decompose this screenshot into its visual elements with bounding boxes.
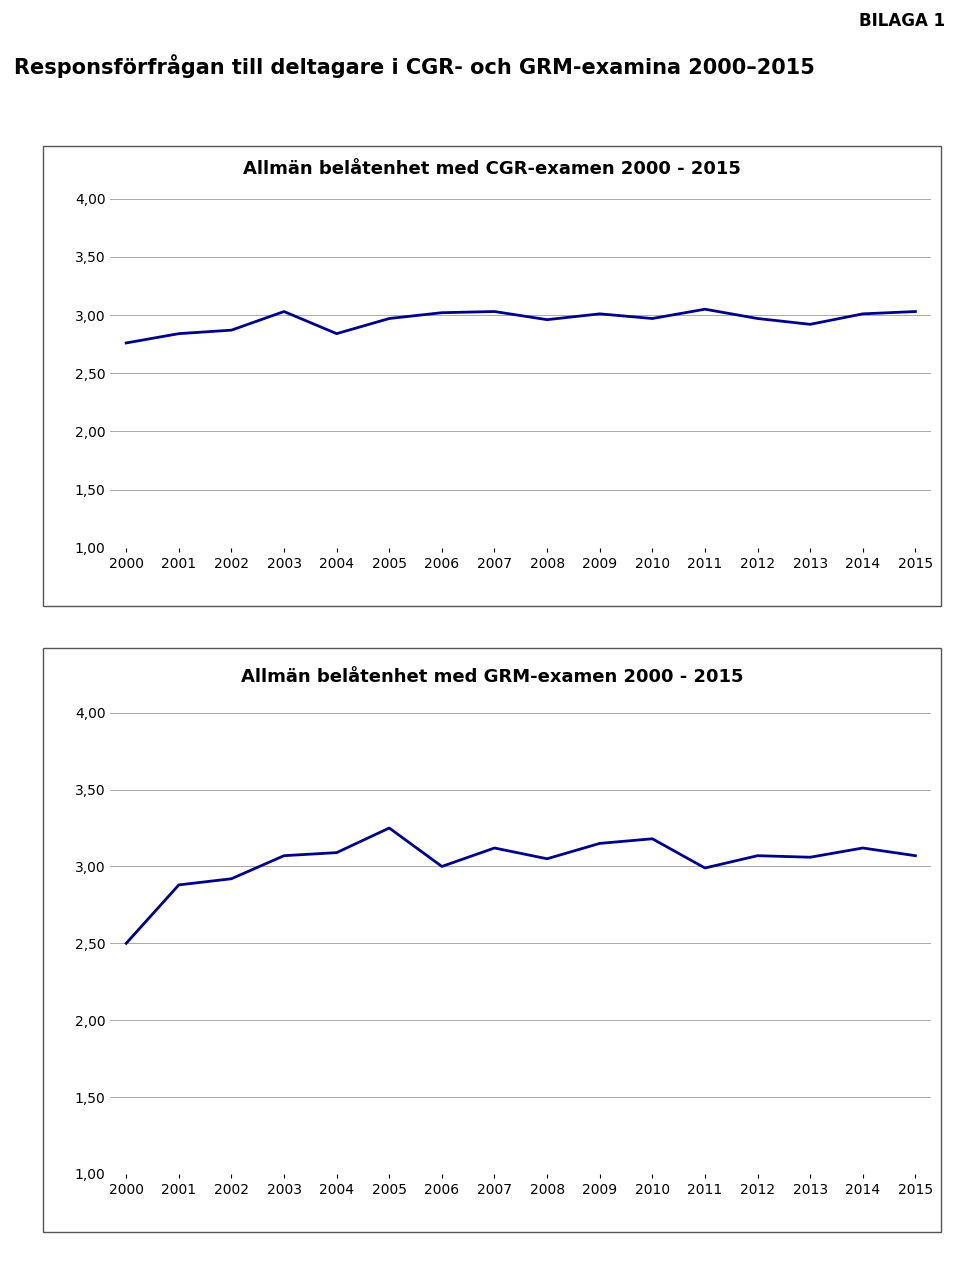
Text: Responsförfrågan till deltagare i CGR- och GRM-examina 2000–2015: Responsförfrågan till deltagare i CGR- o…: [14, 54, 815, 78]
Text: BILAGA 1: BILAGA 1: [859, 12, 946, 30]
Text: Allmän belåtenhet med GRM-examen 2000 - 2015: Allmän belåtenhet med GRM-examen 2000 - …: [241, 668, 743, 686]
Text: Allmän belåtenhet med CGR-examen 2000 - 2015: Allmän belåtenhet med CGR-examen 2000 - …: [243, 160, 741, 178]
